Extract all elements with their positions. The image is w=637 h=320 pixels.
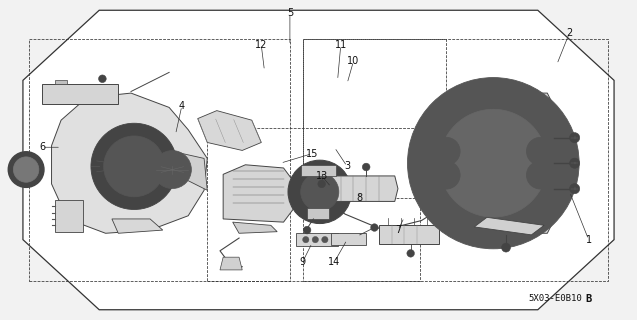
Text: 1: 1 [585, 235, 592, 245]
Polygon shape [197, 111, 261, 150]
Text: 4: 4 [179, 101, 185, 111]
Polygon shape [52, 93, 207, 233]
Circle shape [527, 161, 554, 189]
Text: 7: 7 [395, 225, 401, 235]
Circle shape [426, 140, 444, 157]
Text: 10: 10 [347, 56, 359, 66]
Circle shape [426, 169, 444, 187]
Text: 15: 15 [306, 148, 318, 159]
Circle shape [104, 136, 165, 197]
Polygon shape [175, 152, 207, 190]
Polygon shape [55, 200, 83, 232]
Circle shape [8, 152, 44, 187]
Circle shape [432, 137, 460, 165]
Polygon shape [23, 10, 614, 310]
Circle shape [362, 163, 370, 171]
Circle shape [501, 243, 510, 252]
Text: 14: 14 [328, 257, 341, 267]
Polygon shape [55, 80, 68, 84]
Circle shape [318, 180, 326, 188]
Polygon shape [379, 225, 440, 244]
Polygon shape [443, 93, 547, 233]
Polygon shape [331, 233, 366, 245]
Circle shape [301, 173, 339, 211]
Polygon shape [301, 165, 336, 176]
Circle shape [154, 150, 191, 188]
Circle shape [13, 157, 39, 182]
Circle shape [569, 132, 580, 143]
Text: B: B [585, 293, 592, 304]
Polygon shape [296, 233, 338, 246]
Circle shape [464, 135, 522, 192]
Circle shape [91, 123, 177, 210]
Polygon shape [441, 201, 457, 211]
Circle shape [371, 224, 378, 231]
Polygon shape [233, 222, 277, 233]
Text: 2: 2 [566, 28, 573, 37]
Circle shape [569, 158, 580, 168]
Text: 5: 5 [287, 8, 293, 19]
Polygon shape [42, 84, 118, 104]
Text: 6: 6 [39, 142, 45, 152]
Polygon shape [474, 217, 544, 235]
Polygon shape [328, 176, 398, 201]
Polygon shape [112, 219, 163, 233]
Polygon shape [223, 165, 293, 222]
Circle shape [543, 140, 561, 157]
Circle shape [440, 109, 547, 217]
Circle shape [312, 236, 318, 243]
Circle shape [527, 137, 554, 165]
Circle shape [432, 161, 460, 189]
Polygon shape [220, 257, 242, 270]
Circle shape [99, 75, 106, 83]
Text: 5X03-E0B10: 5X03-E0B10 [529, 294, 582, 303]
Circle shape [408, 77, 579, 249]
Text: 3: 3 [344, 161, 350, 172]
Circle shape [569, 184, 580, 194]
Text: 9: 9 [299, 257, 306, 267]
Polygon shape [307, 208, 329, 219]
Circle shape [322, 236, 328, 243]
Text: 8: 8 [357, 193, 363, 203]
Circle shape [288, 160, 352, 224]
Text: 11: 11 [334, 40, 347, 50]
Circle shape [303, 236, 309, 243]
Circle shape [303, 226, 311, 234]
Text: 13: 13 [315, 171, 328, 181]
Polygon shape [483, 93, 554, 233]
Circle shape [407, 250, 415, 257]
Circle shape [543, 169, 561, 187]
Text: 12: 12 [255, 40, 268, 50]
